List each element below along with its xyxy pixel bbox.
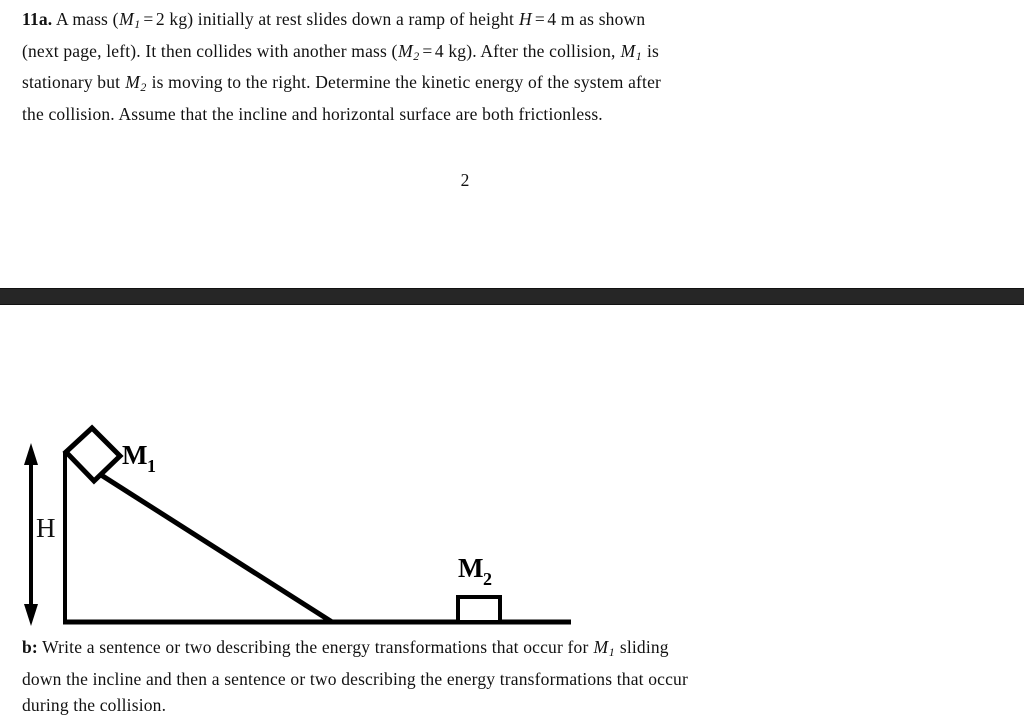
mass-2-block xyxy=(456,595,502,624)
svg-text:1: 1 xyxy=(147,456,156,476)
statement-text: 2 kg) initially at rest slides down a ra… xyxy=(155,9,519,29)
statement-text: (next page, left). It then collides with… xyxy=(22,40,398,61)
mass-1-block xyxy=(62,424,124,485)
mass-2-label: M 2 xyxy=(458,553,492,589)
statement-text: 4 m as shown xyxy=(547,9,646,29)
page-number: 2 xyxy=(460,170,470,190)
height-label: H xyxy=(36,513,56,543)
statement-text: Write a sentence or two describing the e… xyxy=(37,637,594,657)
mass-1-label: M 1 xyxy=(122,440,156,476)
statement-text: the collision. Assume that the incline a… xyxy=(22,103,603,124)
partb-line-2: down the incline and then a sentence or … xyxy=(22,666,914,692)
statement-text: stationary but xyxy=(22,72,125,92)
ramp-incline-surface xyxy=(63,449,334,625)
problem-11a-statement: 11a. A mass (M1 = 2 kg) initially at rest … xyxy=(22,6,914,127)
page-separator-bar xyxy=(0,288,1024,305)
symbol-m1: M1 xyxy=(620,40,642,63)
svg-text:M: M xyxy=(458,553,483,583)
statement-text: is moving to the right. Determine the ki… xyxy=(147,72,662,92)
statement-text: is xyxy=(642,40,659,61)
equals-operator: = xyxy=(534,9,545,29)
equals-operator: = xyxy=(422,40,433,61)
svg-text:2: 2 xyxy=(483,569,492,589)
problem-number: 11a. xyxy=(22,9,53,29)
statement-text: during the collision. xyxy=(22,694,167,715)
symbol-m2: M2 xyxy=(398,40,420,63)
statement-text: down the incline and then a sentence or … xyxy=(22,668,688,689)
statement-text: sliding xyxy=(615,637,669,657)
statement-text: A mass ( xyxy=(52,9,119,29)
svg-text:M: M xyxy=(122,440,147,470)
symbol-m2: M2 xyxy=(125,72,147,95)
statement-line-3: stationary but M2 is moving to the right… xyxy=(22,69,914,101)
statement-line-4: the collision. Assume that the incline a… xyxy=(22,101,914,127)
symbol-m1: M1 xyxy=(593,637,615,660)
equals-operator: = xyxy=(143,9,154,29)
statement-text: 4 kg). After the collision, xyxy=(434,40,621,61)
height-arrow xyxy=(24,443,38,626)
symbol-m1: M1 xyxy=(119,9,141,32)
problem-11b-statement: b: Write a sentence or two describing th… xyxy=(22,634,914,718)
ramp-collision-figure: H M 1 M 2 xyxy=(0,410,620,635)
part-b-label: b: xyxy=(22,637,38,657)
partb-line-1: b: Write a sentence or two describing th… xyxy=(22,634,914,666)
statement-line-1: 11a. A mass (M1 = 2 kg) initially at rest … xyxy=(22,6,914,38)
statement-line-2: (next page, left). It then collides with… xyxy=(22,38,914,70)
partb-line-3: during the collision. xyxy=(22,692,914,718)
symbol-h: H xyxy=(519,9,532,29)
